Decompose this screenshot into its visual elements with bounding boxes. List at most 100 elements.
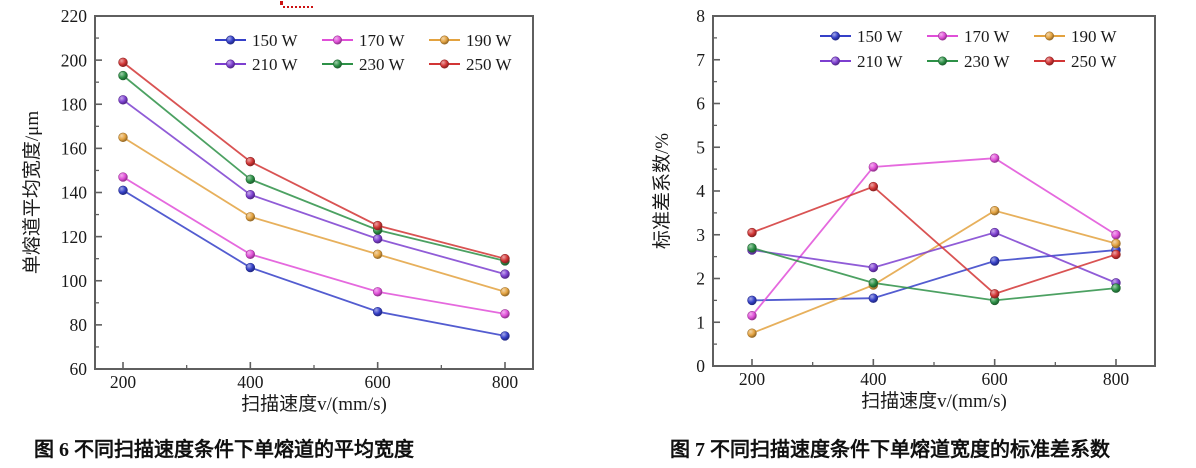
series-line	[751, 247, 1117, 302]
data-point	[245, 262, 256, 273]
legend-label: 170 W	[359, 31, 405, 50]
data-point	[989, 256, 1000, 266]
y-tick-label: 120	[61, 227, 88, 247]
data-point	[118, 95, 128, 105]
data-point	[1111, 283, 1121, 293]
series-250-W	[118, 57, 510, 264]
legend-label: 190 W	[466, 31, 512, 50]
y-tick-label: 6	[696, 94, 705, 114]
axes: 200 400 600 800 60 80 100 120 140 160 180 200 220	[61, 6, 534, 392]
legend-marker	[332, 59, 342, 69]
legend-marker	[226, 59, 236, 69]
legend: 150 W 170 W 190 W 210 W 230 W 250 W	[820, 27, 1117, 71]
legend-label: 190 W	[1071, 27, 1117, 46]
data-point	[747, 310, 757, 321]
data-point	[245, 212, 256, 222]
x-tick-label: 600	[982, 369, 1009, 389]
series-210-W	[118, 95, 510, 279]
y-tick-label: 0	[696, 356, 705, 376]
series-170-W	[118, 172, 510, 319]
data-point	[989, 289, 1000, 299]
data-point	[118, 57, 128, 68]
stray-red-annotation-mark	[280, 1, 313, 8]
series-190-W	[118, 132, 510, 297]
legend-label: 210 W	[252, 55, 298, 74]
data-point	[118, 172, 128, 182]
series-150-W	[118, 185, 510, 341]
y-tick-label: 200	[61, 50, 88, 70]
legend: 150 W 170 W 190 W 210 W 230 W 250 W	[215, 31, 512, 74]
legend-label: 210 W	[857, 52, 903, 71]
x-tick-label: 800	[492, 372, 519, 392]
data-point	[245, 249, 256, 259]
y-tick-label: 60	[70, 359, 88, 379]
series-line	[751, 209, 1117, 335]
figure-6: 200 400 600 800 60 80 100 120 140 160 180 200 220 扫描速…	[0, 0, 598, 462]
legend-marker	[1044, 31, 1054, 41]
legend-marker	[332, 35, 342, 45]
data-point	[372, 249, 383, 259]
axes: 200 400 600 800 0 1 2 3 4 5 6 7 8	[696, 6, 1156, 389]
legend-marker	[831, 56, 841, 66]
y-tick-label: 180	[61, 94, 88, 114]
y-tick-label: 160	[61, 139, 88, 159]
y-tick-label: 5	[696, 137, 705, 157]
data-point	[868, 262, 879, 273]
data-point	[747, 243, 757, 253]
y-tick-label: 100	[61, 271, 88, 291]
data-point	[500, 269, 510, 279]
data-point	[989, 227, 1000, 238]
series-170-W	[747, 153, 1121, 321]
y-tick-label: 3	[696, 225, 705, 245]
legend-marker	[1044, 56, 1054, 66]
y-tick-label: 220	[61, 6, 88, 26]
data-point	[500, 309, 510, 319]
series-210-W	[747, 227, 1121, 288]
series-line	[751, 157, 1117, 317]
legend-label: 230 W	[964, 52, 1010, 71]
series-line	[122, 176, 506, 315]
legend-label: 230 W	[359, 55, 405, 74]
legend-marker	[937, 31, 947, 41]
data-point	[868, 181, 879, 192]
x-axis-title: 扫描速度v/(mm/s)	[861, 390, 1007, 412]
figure6-caption: 图 6 不同扫描速度条件下单熔道的平均宽度	[34, 439, 414, 461]
data-point	[868, 293, 879, 303]
data-point	[372, 234, 383, 244]
data-point	[118, 132, 128, 143]
legend-marker	[831, 31, 841, 41]
data-point	[1111, 230, 1121, 240]
figure-7: 200 400 600 800 0 1 2 3 4 5 6 7 8 扫描速度v/(mm/s) 标准差系数/%…	[598, 0, 1196, 462]
legend-label: 250 W	[466, 55, 512, 74]
legend-label: 170 W	[964, 27, 1010, 46]
y-tick-label: 2	[696, 269, 705, 289]
series-190-W	[747, 205, 1121, 338]
series-230-W	[747, 243, 1121, 306]
data-point	[747, 328, 757, 338]
series-line	[122, 74, 506, 262]
x-tick-label: 200	[110, 372, 137, 392]
data-point	[989, 205, 1000, 216]
series-line	[122, 136, 506, 293]
y-tick-label: 80	[70, 315, 88, 335]
data-point	[1111, 249, 1121, 260]
x-axis-title: 扫描速度v/(mm/s)	[241, 393, 387, 415]
series-line	[751, 185, 1117, 295]
x-tick-label: 400	[237, 372, 264, 392]
x-tick-label: 400	[860, 369, 887, 389]
data-point	[989, 153, 1000, 163]
data-point	[245, 174, 256, 184]
y-tick-label: 7	[696, 50, 705, 70]
y-tick-label: 8	[696, 6, 705, 26]
series-line	[122, 61, 506, 260]
series-150-W	[747, 245, 1121, 306]
y-tick-label: 4	[696, 181, 705, 201]
y-axis-title: 标准差系数/%	[651, 133, 673, 249]
data-point	[868, 162, 879, 172]
x-tick-label: 800	[1103, 369, 1130, 389]
data-point	[868, 278, 879, 288]
data-point	[372, 306, 383, 317]
series-line	[122, 189, 506, 337]
series-line	[122, 99, 506, 275]
